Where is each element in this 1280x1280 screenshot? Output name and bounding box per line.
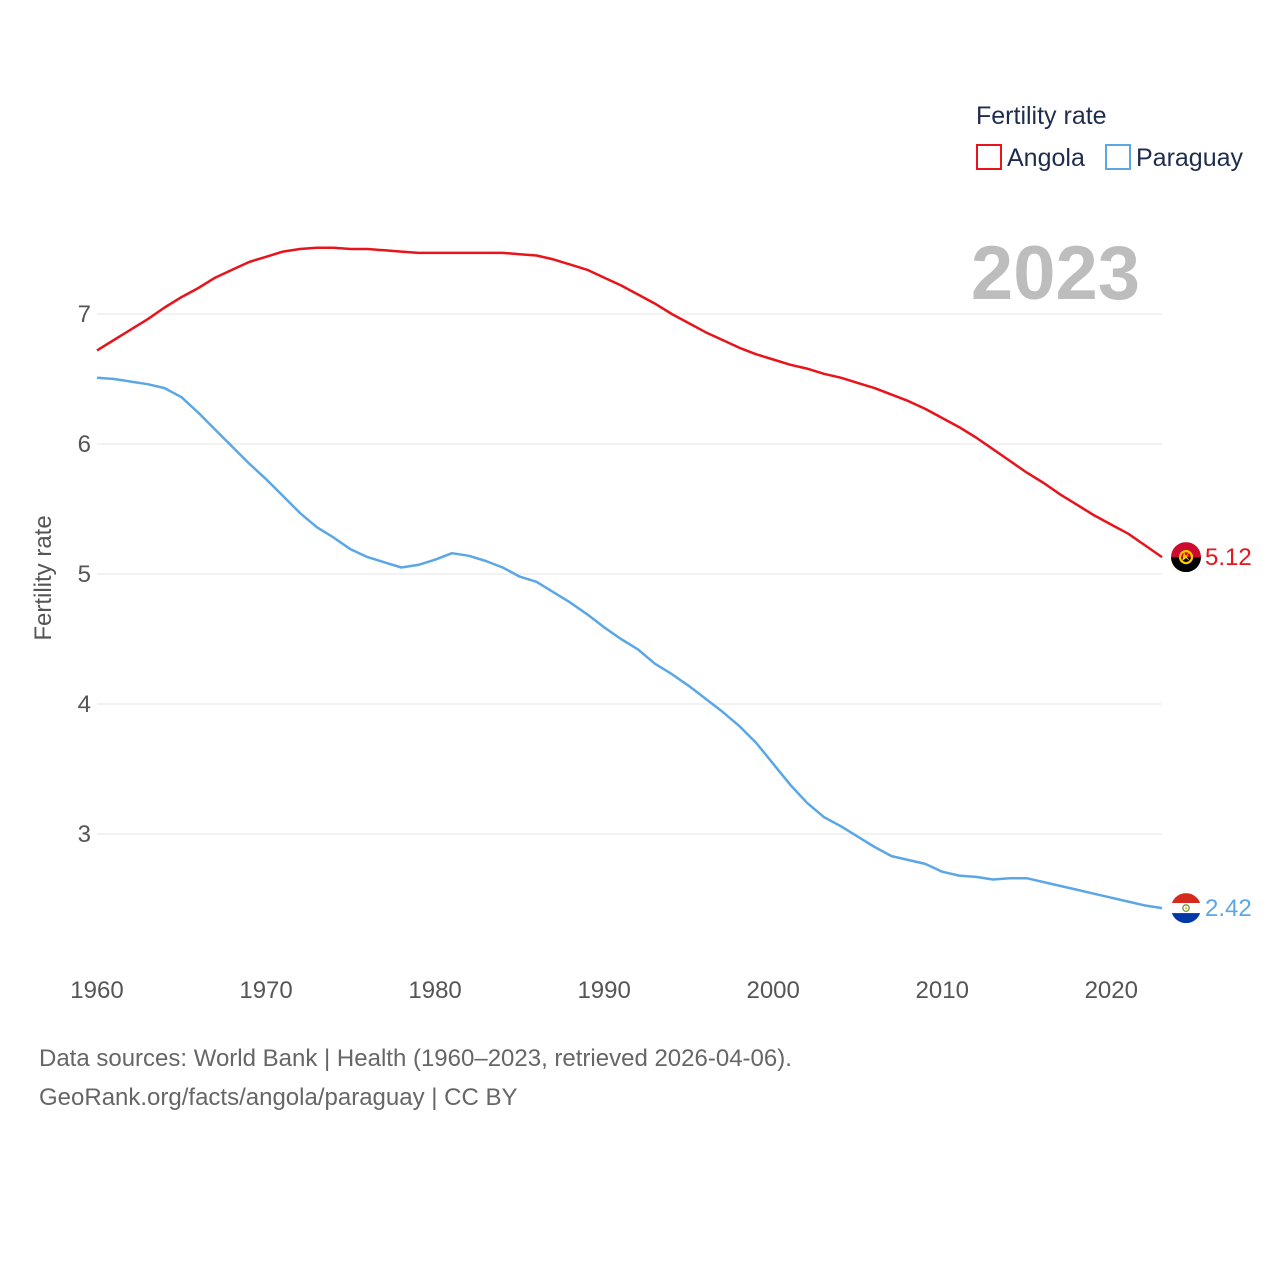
angola-end-marker: 5.12 [1171, 542, 1252, 573]
x-tick-label: 1970 [239, 977, 292, 1004]
legend: Fertility rate Angola Paraguay [976, 102, 1244, 172]
y-tick-label: 7 [78, 301, 91, 328]
legend-swatch-paraguay[interactable] [1105, 144, 1131, 170]
x-tick-label: 2010 [916, 977, 969, 1004]
legend-label-angola[interactable]: Angola [1007, 144, 1085, 172]
x-tick-label: 1990 [577, 977, 630, 1004]
angola-end-value: 5.12 [1205, 544, 1252, 571]
x-tick-label: 1980 [408, 977, 461, 1004]
series-line-paraguay[interactable] [96, 376, 1163, 910]
current-year-label: 2023 [971, 231, 1140, 316]
y-tick-label: 5 [78, 561, 91, 588]
legend-swatch-angola[interactable] [976, 144, 1002, 170]
paraguay-end-marker: 2.42 [1171, 893, 1252, 924]
data-source-note: Data sources: World Bank | Health (1960–… [39, 1045, 792, 1072]
y-axis-ticks: 3 4 5 6 7 [78, 301, 91, 848]
angola-flag-icon [1171, 542, 1201, 573]
paraguay-end-value: 2.42 [1205, 895, 1252, 922]
legend-label-paraguay[interactable]: Paraguay [1136, 144, 1244, 172]
x-tick-label: 2000 [746, 977, 799, 1004]
paraguay-flag-icon [1171, 893, 1201, 924]
series-lines [96, 246, 1163, 910]
x-tick-label: 2020 [1085, 977, 1138, 1004]
y-tick-label: 3 [78, 821, 91, 848]
grid-lines [97, 313, 1162, 835]
y-tick-label: 4 [78, 691, 91, 718]
x-tick-label: 1960 [70, 977, 123, 1004]
x-axis-ticks: 1960 1970 1980 1990 2000 2010 2020 [70, 977, 1138, 1004]
attribution-note: GeoRank.org/facts/angola/paraguay | CC B… [39, 1084, 518, 1111]
series-line-angola[interactable] [96, 246, 1163, 559]
y-axis-title: Fertility rate [30, 515, 57, 640]
legend-title: Fertility rate [976, 102, 1107, 130]
y-tick-label: 6 [78, 431, 91, 458]
